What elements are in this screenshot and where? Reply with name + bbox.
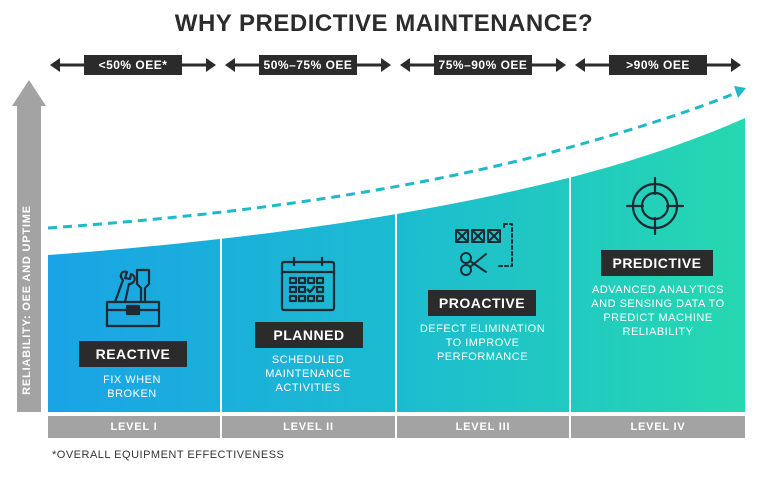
stage-description-planned: SCHEDULED MAINTENANCE ACTIVITIES — [265, 354, 351, 394]
toolbox-icon — [105, 268, 161, 328]
stage-description-reactive: FIX WHEN BROKEN — [103, 374, 161, 400]
oee-range-2: 50%–75% OEE — [225, 52, 391, 78]
scissors-icon — [455, 223, 513, 276]
footnote: *OVERALL EQUIPMENT EFFECTIVENESS — [52, 449, 285, 461]
oee-range-4: >90% OEE — [575, 52, 741, 78]
oee-range-1: <50% OEE* — [50, 52, 216, 78]
level-label-4: LEVEL IV — [571, 416, 745, 438]
y-axis-label: RELIABILITY: OEE AND UPTIME — [21, 205, 33, 395]
stage-name-planned: PLANNED — [255, 322, 363, 348]
oee-range-3: 75%–90% OEE — [400, 52, 566, 78]
level-label-2: LEVEL II — [222, 416, 395, 438]
stage-name-predictive: PREDICTIVE — [601, 250, 713, 276]
oee-range-label: <50% OEE* — [84, 55, 182, 75]
stage-description-proactive: DEFECT ELIMINATION TO IMPROVE PERFORMANC… — [419, 323, 546, 363]
oee-range-label: >90% OEE — [609, 55, 707, 75]
stage-name-reactive: REACTIVE — [79, 341, 187, 367]
level-label-3: LEVEL III — [397, 416, 569, 438]
target-icon — [625, 176, 685, 236]
y-axis-bar — [17, 100, 41, 412]
oee-range-label: 75%–90% OEE — [434, 55, 532, 75]
y-axis-arrowhead — [12, 80, 46, 106]
calendar-icon — [280, 257, 336, 312]
trend-arrowhead — [734, 86, 746, 98]
trend-curve — [47, 90, 739, 230]
stage-description-predictive: ADVANCED ANALYTICS AND SENSING DATA TO P… — [591, 284, 725, 338]
stage-name-proactive: PROACTIVE — [428, 290, 536, 316]
oee-range-label: 50%–75% OEE — [259, 55, 357, 75]
level-label-1: LEVEL I — [48, 416, 220, 438]
page-title: WHY PREDICTIVE MAINTENANCE? — [174, 10, 594, 37]
